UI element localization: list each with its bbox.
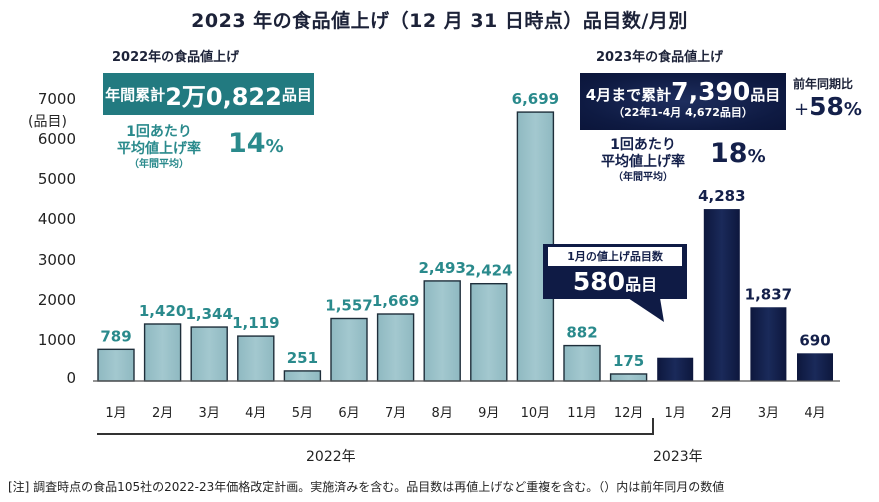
y-tick-label: 0 [66,369,76,387]
rate-2023-label-line2: 平均値上げ率 [601,154,685,170]
bar-value-label: 690 [799,331,830,349]
y-tick-label: 1000 [37,330,76,349]
x-tick-label: 11月 [567,406,597,421]
y-axis-labels: 0 1000 2000 3000 4000 5000 6000 7000 [0,0,76,400]
total-2022-suffix: 品目 [281,85,312,104]
bar-value-label: 1,344 [185,305,232,323]
bar-value-label: 1,420 [139,302,186,320]
bar-value-label: 2,424 [465,262,512,280]
rate-2022-label-line2: 平均値上げ率 [117,141,201,157]
bar [283,370,322,382]
x-tick-label: 1月 [105,406,127,421]
rate-2022-label: 1回あたり 平均値上げ率 （年間平均） [104,124,214,172]
rate-2023-value: 18% [710,138,766,169]
total-2023-value: 7,390 [671,77,751,106]
bar [143,323,182,382]
x-tick-label: 9月 [478,406,500,421]
y-tick-label: 2000 [37,290,76,309]
yoy-number: 58 [809,92,844,121]
bar [657,357,694,381]
jan-2023-callout: 1月の値上げ品目数 580品目 [543,244,687,299]
year-label-2022: 2022年 [306,449,356,465]
bar [609,373,648,382]
year-2022-bracket [97,418,654,435]
bar [750,307,787,381]
yoy-value: +58% [794,92,862,121]
callout-value: 580品目 [543,267,687,296]
x-tick-label: 7月 [384,406,407,421]
rate-2023-label-line1: 1回あたり [610,137,676,153]
chart-title: 2023 年の食品値上げ（12 月 31 日時点）品目数/月別 [191,10,688,32]
bar [797,353,833,381]
bar [97,348,135,382]
bar [470,282,508,382]
y-tick-label: 5000 [37,170,76,189]
rate-2023-label-line3: （年間平均） [613,172,673,183]
x-tick-label: 10月 [520,406,551,421]
total-2023-box: 4月まで累計7,390品目 （22年1-4月 4,672品目） [580,73,786,130]
bar-value-label: 251 [287,349,318,367]
footnote: [注] 調査時点の食品105社の2022-23年価格改定計画。実施済みを含む。品… [8,480,725,494]
bar-value-label: 2,493 [418,259,465,277]
rate-2022-number: 14 [228,128,266,159]
bar-value-label: 882 [566,324,597,342]
bar-value-label: 1,669 [372,292,419,310]
yoy-sign: + [794,99,810,120]
bar [703,209,740,381]
y-tick-label: 7000 [37,90,76,108]
x-tick-label: 6月 [338,406,360,421]
total-2023-prefix: 4月まで累計 [585,86,672,104]
total-2023-suffix: 品目 [750,86,781,104]
bar-value-label: 789 [100,327,131,345]
x-tick-label: 4月 [804,406,826,421]
rate-2023-label: 1回あたり 平均値上げ率 （年間平均） [588,137,698,185]
yoy-unit: % [843,99,862,120]
total-2022-prefix: 年間累計 [105,85,166,104]
rate-2023-unit: % [747,146,766,167]
x-tick-label: 1月 [664,406,686,421]
total-2022-value: 2万0,822 [165,82,282,111]
total-2023-comparison: （22年1-4月 4,672品目） [613,106,753,119]
x-tick-label: 2月 [151,406,174,421]
rate-2022-label-line3: （年間平均） [129,159,189,170]
bar-value-label: 175 [613,352,644,370]
rate-2023-number: 18 [710,138,748,169]
rate-2022-value: 14% [228,128,284,159]
y-axis-unit: (品目) [28,114,67,130]
bar [423,280,461,382]
callout-unit: 品目 [625,275,658,294]
yoy-label: 前年同期比 [793,77,854,91]
rate-2022-unit: % [265,136,284,157]
x-tick-label: 8月 [431,406,453,421]
bar [190,326,228,382]
bar [376,313,415,382]
bar [330,317,368,382]
x-tick-label: 5月 [291,406,314,421]
y-tick-label: 6000 [37,130,76,149]
heading-2023: 2023年の食品値上げ [596,50,724,65]
y-tick-label: 4000 [37,210,76,229]
callout-number: 580 [572,267,626,296]
x-tick-label: 3月 [198,406,220,421]
bar-value-label: 1,557 [325,296,372,314]
x-tick-label: 4月 [245,406,267,421]
total-2022-box: 年間累計 2万0,822 品目 [103,73,314,115]
callout-pointer [628,298,664,322]
bar [563,344,601,382]
rate-2022-label-line1: 1回あたり [126,124,192,140]
x-tick-label: 3月 [757,406,780,421]
bar [237,335,275,382]
x-tick-label: 2月 [711,406,733,421]
heading-2022: 2022年の食品値上げ [112,50,240,65]
y-tick-label: 3000 [37,250,76,269]
x-tick-label: 12月 [613,406,644,421]
year-label-2023: 2023年 [653,449,703,465]
callout-label: 1月の値上げ品目数 [548,247,682,266]
bar-value-label: 1,837 [745,285,792,303]
bar-value-label: 1,119 [232,314,279,332]
bar-value-label: 4,283 [698,187,745,205]
bar-value-label: 6,699 [512,90,559,108]
